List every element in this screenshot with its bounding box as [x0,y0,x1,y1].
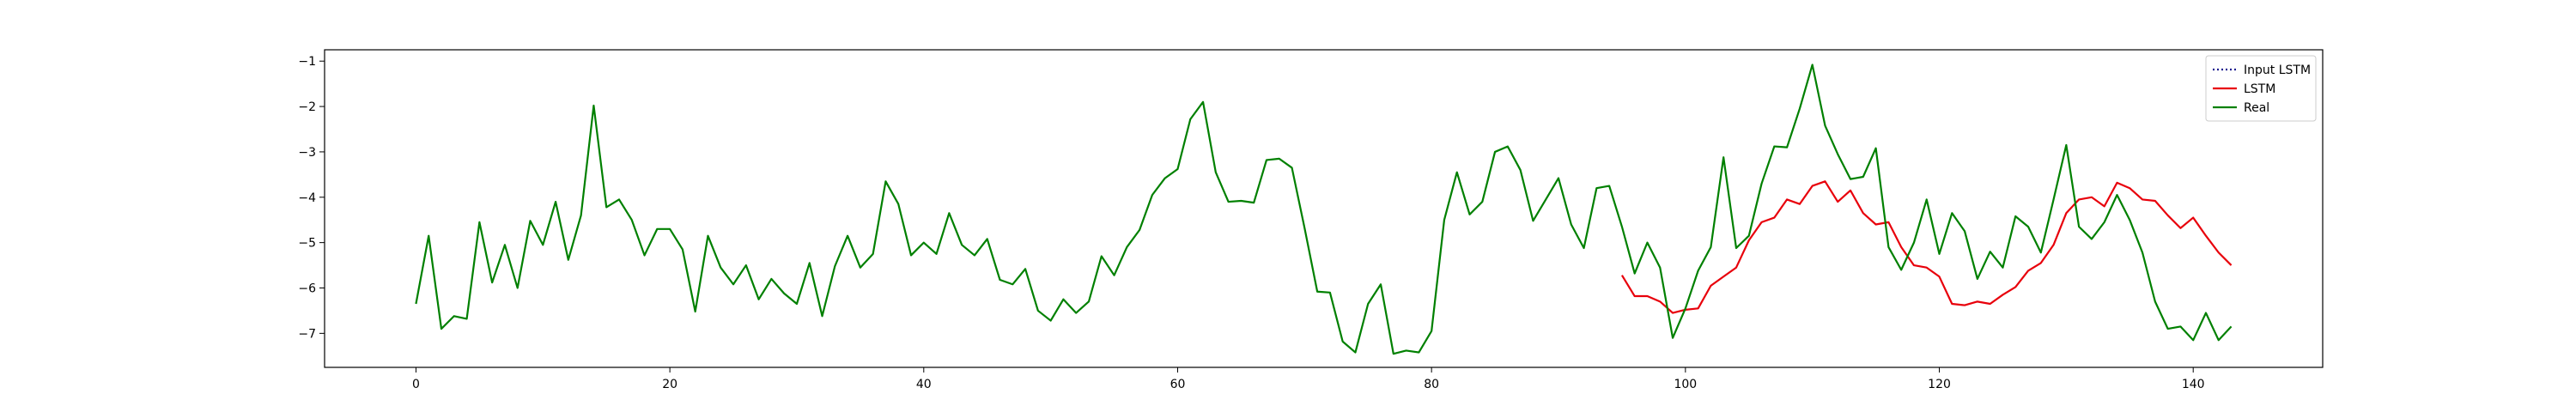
legend: Input LSTM LSTM Real [2205,55,2317,122]
y-tick-label: −5 [298,237,316,251]
x-tick-label: 40 [916,378,932,391]
x-tick-label: 100 [1674,378,1697,391]
x-tick-label: 0 [412,378,420,391]
series-layer [415,64,2233,355]
y-tick-label: −1 [298,55,316,69]
y-tick-label: −3 [298,146,316,160]
axis-ticks: 0 20 40 60 80 100 120 140 −1 −2 −3 −4 −5 −6 −7 [298,55,2204,391]
series-line-real [415,64,2233,355]
y-tick-label: −2 [298,100,316,114]
legend-box [2205,55,2317,122]
plot-frame [324,49,2324,368]
y-tick-label: −4 [298,191,316,205]
x-tick-label: 120 [1928,378,1951,391]
legend-label: Input LSTM [2244,64,2311,77]
x-tick-label: 20 [662,378,677,391]
legend-label: LSTM [2244,82,2275,96]
x-tick-label: 80 [1424,378,1439,391]
y-tick-label: −7 [298,327,316,341]
legend-label: Real [2244,101,2269,115]
x-tick-label: 60 [1170,378,1186,391]
series-line-lstm [1620,180,2233,314]
x-tick-label: 140 [2182,378,2205,391]
y-tick-label: −6 [298,282,316,296]
